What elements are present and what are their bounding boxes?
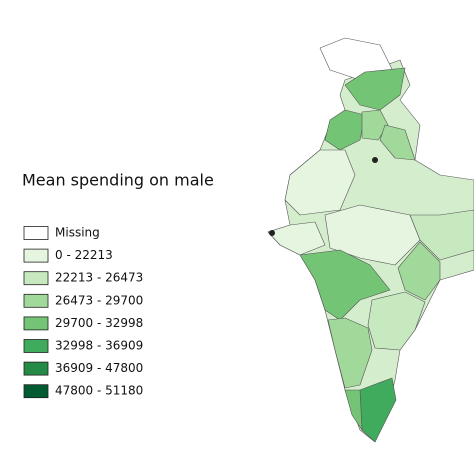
region <box>284 149 356 216</box>
map <box>267 37 474 443</box>
legend-label: 22213 - 26473 <box>55 271 143 285</box>
legend-swatch <box>23 248 49 263</box>
legend: Missing 0 - 22213 22213 - 26473 26473 - 297… <box>23 226 143 399</box>
region-dot <box>372 157 378 163</box>
island <box>269 230 275 236</box>
region <box>344 389 363 431</box>
legend-swatch <box>23 361 49 376</box>
legend-label: 32998 - 36909 <box>55 339 143 353</box>
region <box>324 109 366 151</box>
legend-label: 0 - 22213 <box>55 248 113 262</box>
region <box>324 204 421 266</box>
legend-swatch <box>23 384 49 399</box>
region <box>409 209 474 261</box>
region <box>344 67 406 111</box>
legend-swatch <box>23 293 49 308</box>
region <box>397 241 441 301</box>
legend-label: 36909 - 47800 <box>55 361 143 375</box>
legend-label: 26473 - 29700 <box>55 293 143 307</box>
legend-swatch <box>23 271 49 286</box>
region <box>327 317 373 389</box>
region <box>267 221 326 256</box>
legend-label: 29700 - 32998 <box>55 316 143 330</box>
legend-title: Mean spending on male <box>22 171 214 190</box>
legend-label: 47800 - 51180 <box>55 384 143 398</box>
legend-label: Missing <box>55 226 100 240</box>
legend-swatch <box>23 316 49 331</box>
legend-swatch <box>23 226 49 240</box>
region <box>367 291 426 351</box>
region <box>299 249 391 321</box>
region <box>379 124 416 161</box>
legend-swatch <box>23 339 49 353</box>
